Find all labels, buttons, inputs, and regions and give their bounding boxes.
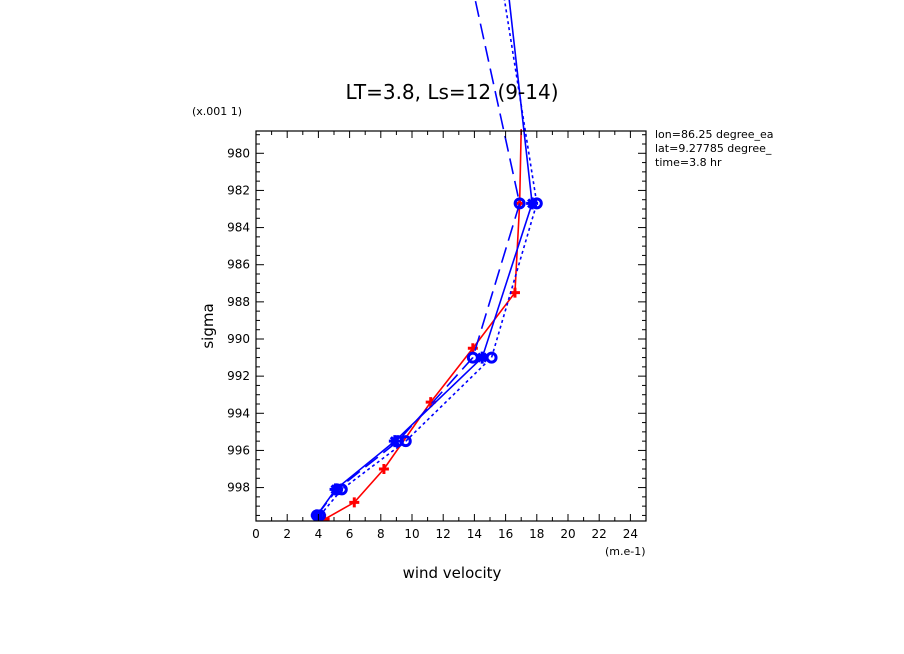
- y-tick-label: 990: [227, 332, 250, 346]
- y-axis-label: sigma: [199, 303, 217, 348]
- data-point-3: [530, 197, 543, 210]
- data-point-1: [425, 397, 436, 408]
- x-tick-label: 16: [498, 527, 513, 541]
- series-line-1: [324, 129, 522, 520]
- x-tick-label: 24: [623, 527, 638, 541]
- x-tick-label: 22: [592, 527, 607, 541]
- series-line-2: [316, 0, 533, 516]
- data-point-1: [349, 497, 360, 508]
- x-tick-label: 20: [560, 527, 575, 541]
- series-line-4: [316, 0, 521, 516]
- x-tick-label: 10: [404, 527, 419, 541]
- y-scale-label: (x.001 1): [192, 105, 242, 118]
- axes-layer: 0 2 4 6 8 10 12 14 16 18 20 22 249809829849869889909…: [227, 131, 647, 541]
- y-tick-label: 996: [227, 443, 250, 457]
- x-tick-label: 6: [346, 527, 354, 541]
- y-tick-label: 980: [227, 146, 250, 160]
- x-tick-label: 4: [315, 527, 323, 541]
- data-point-4: [331, 483, 344, 496]
- x-axis-label: wind velocity: [403, 564, 502, 582]
- y-tick-label: 986: [227, 258, 250, 272]
- series-line-3: [319, 0, 538, 516]
- x-tick-label: 14: [467, 527, 482, 541]
- y-tick-label: 998: [227, 481, 250, 495]
- plot-frame: [255, 130, 647, 522]
- x-unit-label: (m.e-1): [605, 545, 646, 558]
- data-point-4: [466, 351, 479, 364]
- series-layer: [310, 0, 543, 521]
- data-point-2: [329, 483, 342, 496]
- info-line-lat: lat=9.27785 degree_: [655, 142, 772, 155]
- data-point-1: [509, 287, 520, 298]
- y-tick-label: 994: [227, 406, 250, 420]
- x-tick-label: 0: [252, 527, 260, 541]
- info-line-lon: lon=86.25 degree_ea: [655, 128, 774, 141]
- x-tick-label: 8: [377, 527, 385, 541]
- data-point-2: [476, 351, 489, 364]
- y-tick-label: 988: [227, 295, 250, 309]
- data-point-4: [513, 197, 526, 210]
- x-tick-label: 2: [283, 527, 291, 541]
- x-tick-label: 18: [529, 527, 544, 541]
- info-line-time: time=3.8 hr: [655, 156, 722, 169]
- x-tick-label: 12: [436, 527, 451, 541]
- y-tick-label: 992: [227, 369, 250, 383]
- y-tick-label: 984: [227, 221, 250, 235]
- data-point-3: [485, 351, 498, 364]
- chart-title: LT=3.8, Ls=12 (9-14): [345, 80, 558, 104]
- data-point-1: [378, 464, 389, 474]
- y-tick-label: 982: [227, 183, 250, 197]
- data-point-4: [310, 509, 323, 521]
- data-point-4: [391, 435, 404, 448]
